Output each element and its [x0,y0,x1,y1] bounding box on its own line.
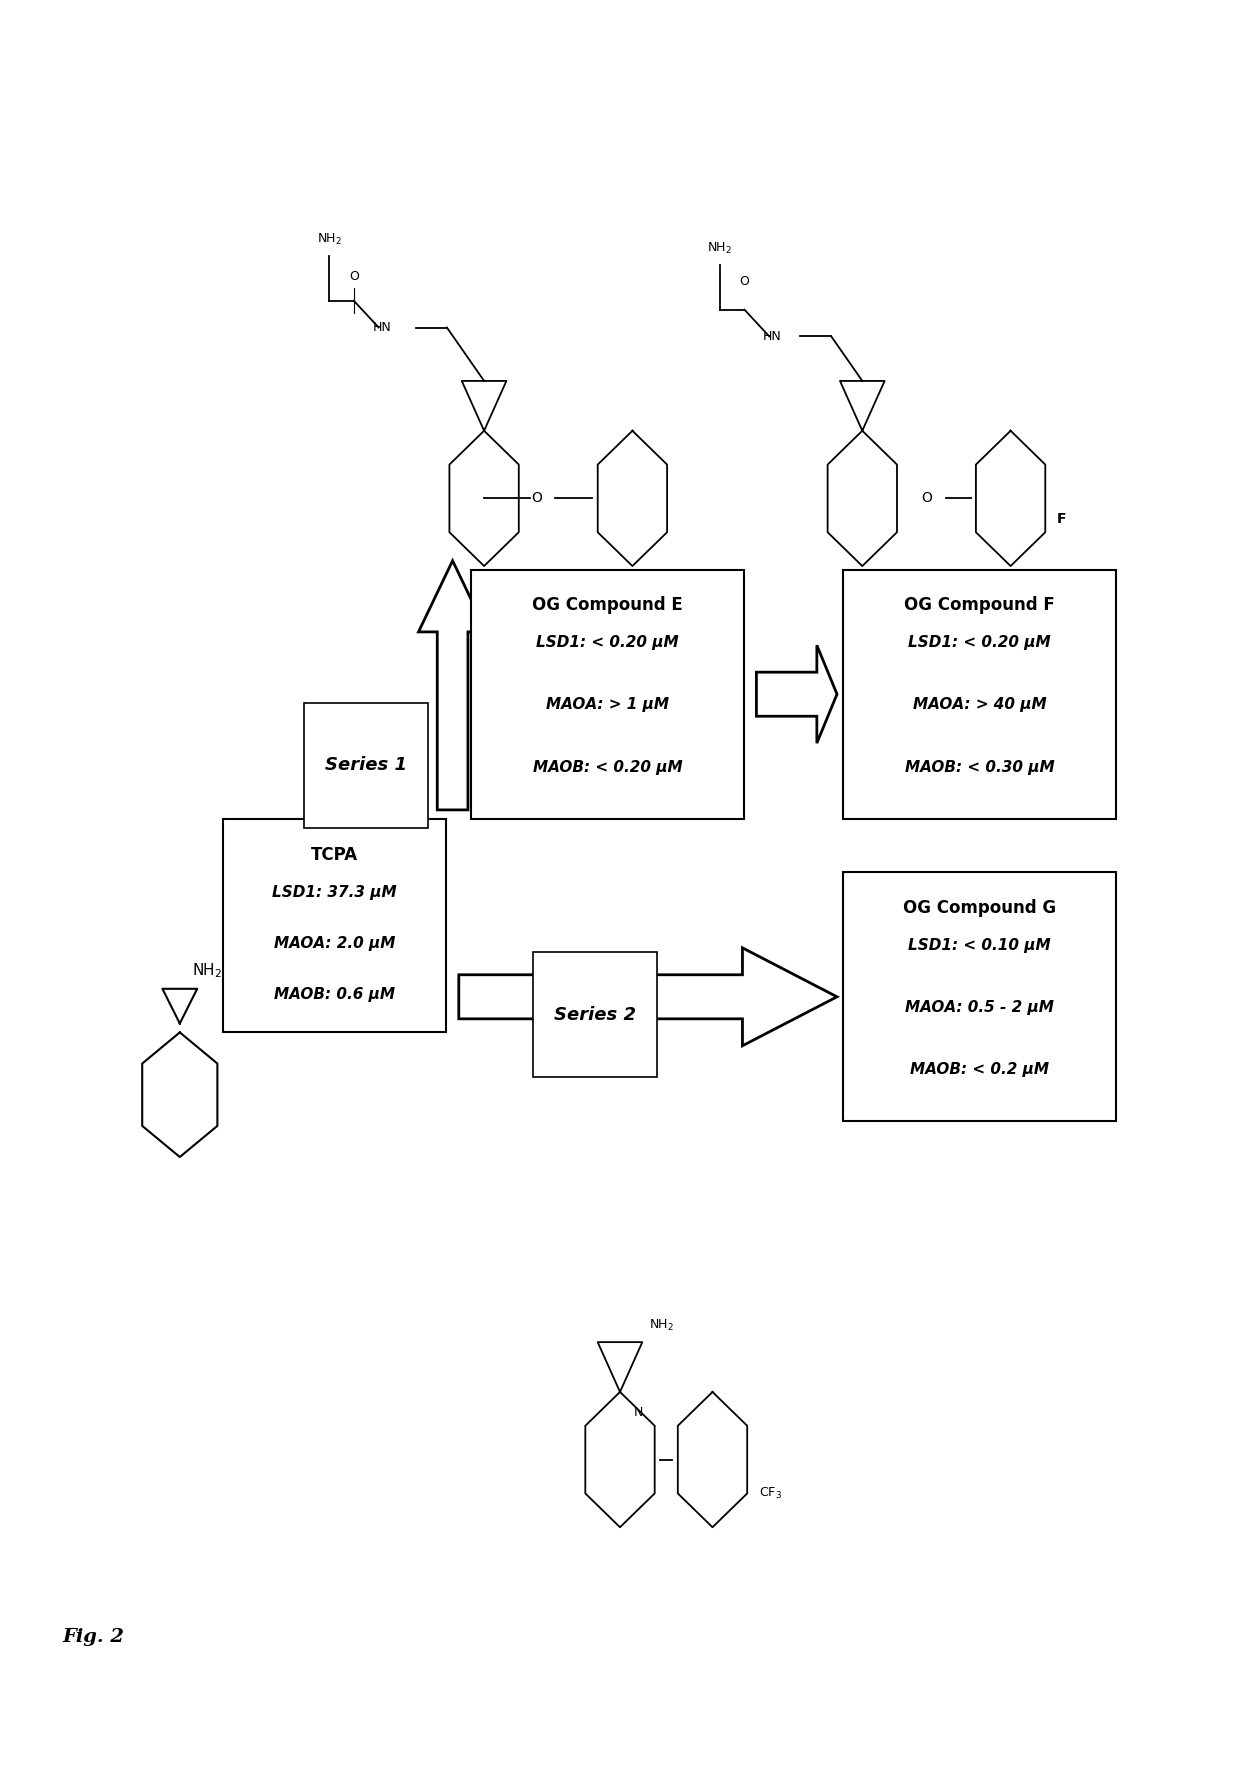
Text: Series 2: Series 2 [554,1006,636,1024]
Text: OG Compound F: OG Compound F [904,596,1055,614]
Text: O: O [348,271,358,283]
Text: LSD1: < 0.20 μM: LSD1: < 0.20 μM [908,635,1052,650]
FancyBboxPatch shape [533,952,657,1077]
Text: NH$_2$: NH$_2$ [707,242,732,256]
Text: LSD1: < 0.20 μM: LSD1: < 0.20 μM [536,635,680,650]
Text: CF$_3$: CF$_3$ [759,1486,781,1501]
FancyBboxPatch shape [223,819,446,1032]
Text: HN: HN [372,320,391,335]
Text: MAOA: > 40 μM: MAOA: > 40 μM [913,698,1047,712]
Text: NH$_2$: NH$_2$ [192,961,222,979]
Text: TCPA: TCPA [311,846,358,863]
FancyBboxPatch shape [843,872,1116,1121]
Text: O: O [531,491,542,506]
Text: F: F [1056,511,1066,525]
Text: MAOB: < 0.2 μM: MAOB: < 0.2 μM [910,1063,1049,1077]
Text: NH$_2$: NH$_2$ [649,1319,673,1333]
Text: MAOB: < 0.30 μM: MAOB: < 0.30 μM [905,760,1054,774]
Text: MAOB: < 0.20 μM: MAOB: < 0.20 μM [533,760,682,774]
Text: O: O [921,491,932,506]
Text: MAOB: 0.6 μM: MAOB: 0.6 μM [274,988,396,1002]
Text: Fig. 2: Fig. 2 [62,1629,124,1646]
FancyBboxPatch shape [304,703,428,828]
FancyArrow shape [459,947,837,1047]
Text: O: O [739,276,749,288]
Text: LSD1: < 0.10 μM: LSD1: < 0.10 μM [908,938,1052,952]
Text: NH$_2$: NH$_2$ [316,233,341,247]
Text: N: N [634,1406,644,1419]
Text: MAOA: 0.5 - 2 μM: MAOA: 0.5 - 2 μM [905,1000,1054,1015]
Text: MAOA: > 1 μM: MAOA: > 1 μM [546,698,670,712]
FancyArrow shape [756,646,837,744]
Text: Series 1: Series 1 [325,756,407,774]
FancyBboxPatch shape [843,570,1116,819]
FancyBboxPatch shape [471,570,744,819]
Text: MAOA: 2.0 μM: MAOA: 2.0 μM [274,936,396,951]
Text: LSD1: 37.3 μM: LSD1: 37.3 μM [273,885,397,899]
Text: HN: HN [763,329,781,344]
FancyArrow shape [418,561,486,810]
Text: OG Compound G: OG Compound G [903,899,1056,917]
Text: OG Compound E: OG Compound E [532,596,683,614]
